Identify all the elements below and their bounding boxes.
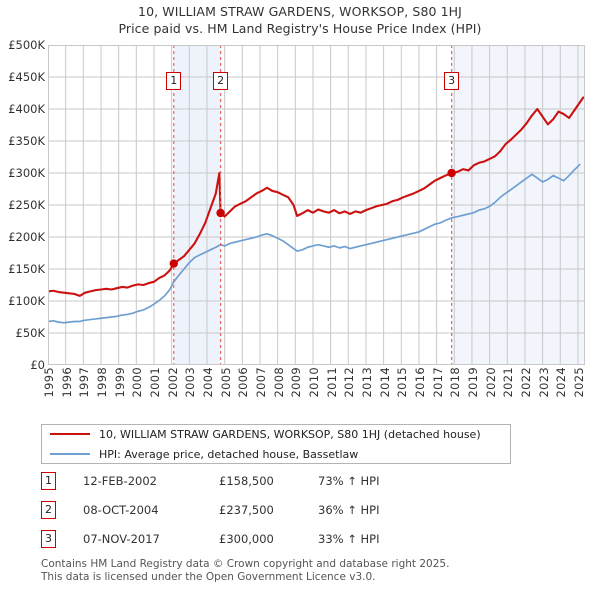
transaction-hpi-delta: 36% ↑ HPI	[318, 503, 380, 517]
footer-line-2: This data is licensed under the Open Gov…	[41, 570, 376, 583]
x-tick-label-2019: 2019	[465, 367, 480, 398]
transaction-price: £158,500	[219, 474, 274, 488]
table-row[interactable]: 1 12-FEB-2002 £158,500 73% ↑ HPI	[41, 470, 521, 499]
legend-label-hpi: HPI: Average price, detached house, Bass…	[99, 447, 359, 461]
event-flag-2[interactable]: 2	[213, 72, 229, 90]
x-tick-label-2022: 2022	[518, 367, 533, 398]
transaction-hpi-delta: 73% ↑ HPI	[318, 474, 380, 488]
x-tick-label-2002: 2002	[165, 367, 180, 398]
table-row[interactable]: 2 08-OCT-2004 £237,500 36% ↑ HPI	[41, 499, 521, 528]
legend-label-property: 10, WILLIAM STRAW GARDENS, WORKSOP, S80 …	[99, 427, 481, 441]
transaction-date: 07-NOV-2017	[83, 532, 160, 546]
x-tick-label-2025: 2025	[571, 367, 586, 398]
x-tick-label-2013: 2013	[359, 367, 374, 398]
x-tick-label-2001: 2001	[147, 367, 162, 398]
x-tick-label-2018: 2018	[448, 367, 463, 398]
x-tick-label-2023: 2023	[536, 367, 551, 398]
x-tick-label-2021: 2021	[501, 367, 516, 398]
marker-dot-2	[216, 208, 225, 218]
series-line-1	[48, 163, 581, 324]
transaction-index-badge: 3	[41, 530, 56, 548]
y-tick-label-4: £200K	[8, 230, 45, 244]
x-tick-label-1996: 1996	[59, 367, 74, 398]
x-tick-label-1995: 1995	[42, 367, 56, 398]
legend-item-hpi: HPI: Average price, detached house, Bass…	[42, 444, 510, 464]
footer-line-1: Contains HM Land Registry data © Crown c…	[41, 558, 450, 570]
x-tick-label-2010: 2010	[306, 367, 321, 398]
x-tick-label-2007: 2007	[253, 367, 268, 398]
x-tick-label-1999: 1999	[112, 367, 127, 398]
x-tick-label-2017: 2017	[430, 367, 445, 398]
y-tick-label-2: £100K	[8, 294, 45, 308]
y-tick-label-3: £150K	[8, 262, 45, 276]
x-tick-label-2024: 2024	[554, 367, 569, 398]
event-flag-1[interactable]: 1	[166, 72, 182, 90]
chart-svg	[48, 45, 585, 365]
title-line-1: 10, WILLIAM STRAW GARDENS, WORKSOP, S80 …	[138, 4, 462, 19]
chart-plot-area: 1 2 3	[48, 45, 585, 365]
legend-swatch-hpi	[50, 453, 90, 455]
transaction-price: £237,500	[219, 503, 274, 517]
x-tick-label-2003: 2003	[183, 367, 198, 398]
marker-dot-3	[447, 168, 456, 178]
y-tick-label-10: £500K	[8, 38, 45, 52]
x-tick-label-2005: 2005	[218, 367, 233, 398]
chart-legend: 10, WILLIAM STRAW GARDENS, WORKSOP, S80 …	[41, 424, 511, 464]
transaction-date: 12-FEB-2002	[83, 474, 157, 488]
x-tick-label-2008: 2008	[271, 367, 286, 398]
y-tick-label-9: £450K	[8, 70, 45, 84]
title-line-2: Price paid vs. HM Land Registry's House …	[118, 21, 482, 36]
x-tick-label-2000: 2000	[130, 367, 145, 398]
y-axis-labels: £0 £50K £100K £150K £200K £250K £300K £350K £400…	[0, 38, 46, 372]
y-tick-label-5: £250K	[8, 198, 45, 212]
page-title: 10, WILLIAM STRAW GARDENS, WORKSOP, S80 …	[0, 3, 600, 37]
legend-swatch-property	[50, 433, 90, 435]
x-tick-label-2015: 2015	[395, 367, 410, 398]
x-tick-label-1998: 1998	[94, 367, 109, 398]
transaction-hpi-delta: 33% ↑ HPI	[318, 532, 380, 546]
x-axis-labels: 1995 1996 1997 1998 1999 2000 2001 2002 2003 2004…	[42, 367, 586, 413]
x-tick-label-1997: 1997	[77, 367, 92, 398]
footer-attribution: Contains HM Land Registry data © Crown c…	[41, 558, 581, 583]
y-tick-label-0: £0	[30, 358, 45, 372]
transactions-table: 1 12-FEB-2002 £158,500 73% ↑ HPI 2 08-OCT-200…	[41, 470, 521, 557]
x-tick-label-2009: 2009	[289, 367, 304, 398]
legend-item-property: 10, WILLIAM STRAW GARDENS, WORKSOP, S80 …	[42, 424, 510, 444]
transaction-index-badge: 1	[41, 472, 56, 490]
series-line-0	[48, 96, 585, 297]
x-tick-label-2006: 2006	[236, 367, 251, 398]
y-tick-label-1: £50K	[15, 326, 46, 340]
transaction-price: £300,000	[219, 532, 274, 546]
x-tick-label-2012: 2012	[342, 367, 357, 398]
x-tick-label-2020: 2020	[483, 367, 498, 398]
y-tick-label-8: £400K	[8, 102, 45, 116]
transaction-index-badge: 2	[41, 501, 56, 519]
table-row[interactable]: 3 07-NOV-2017 £300,000 33% ↑ HPI	[41, 528, 521, 557]
x-tick-label-2011: 2011	[324, 367, 339, 398]
x-tick-label-2004: 2004	[200, 367, 215, 398]
x-tick-label-2014: 2014	[377, 367, 392, 398]
transaction-date: 08-OCT-2004	[83, 503, 159, 517]
y-tick-label-7: £350K	[8, 134, 45, 148]
y-tick-label-6: £300K	[8, 166, 45, 180]
event-flag-3[interactable]: 3	[444, 72, 460, 90]
marker-dot-1	[169, 259, 178, 268]
x-tick-label-2016: 2016	[412, 367, 427, 398]
